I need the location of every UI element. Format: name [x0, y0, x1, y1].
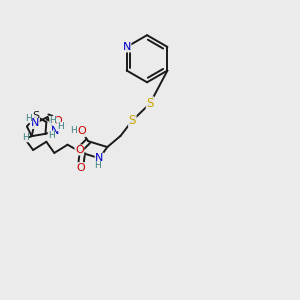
Text: O: O	[77, 126, 86, 136]
Text: O: O	[75, 145, 84, 155]
Text: H: H	[70, 126, 77, 135]
Text: H: H	[25, 114, 32, 123]
Text: N: N	[122, 42, 131, 52]
Text: N: N	[95, 153, 103, 163]
Text: N: N	[51, 126, 59, 136]
Text: H: H	[57, 122, 64, 131]
Text: N: N	[30, 118, 39, 128]
Text: O: O	[54, 116, 62, 126]
Text: S: S	[129, 114, 136, 127]
Text: H: H	[22, 133, 28, 142]
Text: S: S	[32, 111, 39, 121]
Text: O: O	[76, 163, 85, 173]
Text: S: S	[146, 97, 154, 110]
Text: H: H	[50, 116, 56, 125]
Text: H: H	[94, 161, 101, 170]
Text: H: H	[48, 131, 55, 140]
